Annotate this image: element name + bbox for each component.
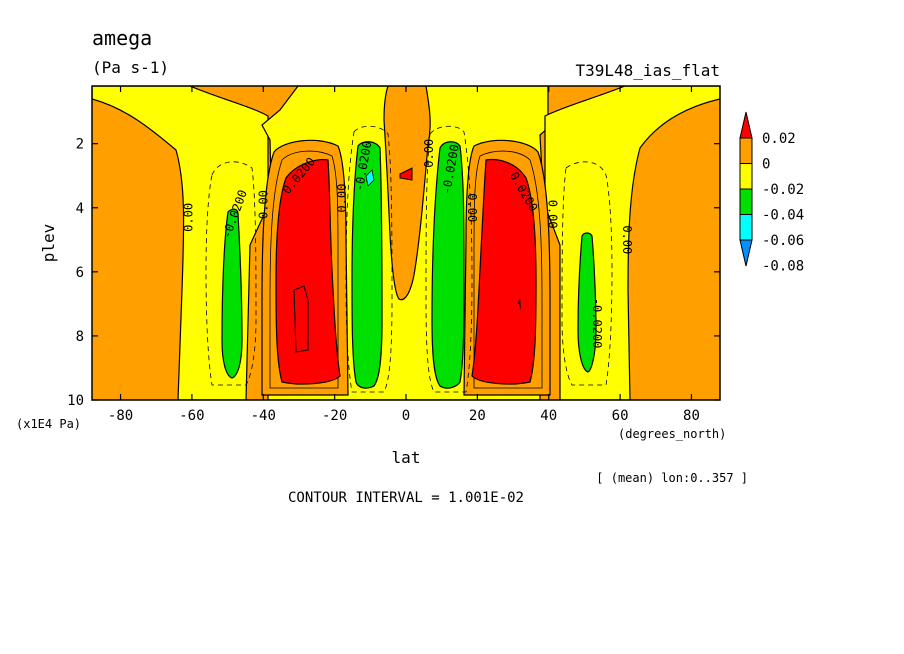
y-tick-label: 2 bbox=[76, 137, 84, 153]
colorbar-label: -0.02 bbox=[762, 182, 804, 198]
contour-label: 0.00 bbox=[545, 200, 559, 229]
cell-red-south bbox=[275, 159, 341, 385]
y-axis-title: plev bbox=[39, 224, 58, 263]
contour-label: 0.00 bbox=[465, 193, 479, 222]
y-tick-label: 4 bbox=[76, 201, 84, 217]
x-tick-label: 60 bbox=[612, 408, 629, 424]
y-tick-label: 8 bbox=[76, 329, 84, 345]
contour-label-text: 0.00 bbox=[181, 203, 195, 232]
equator-red-patch bbox=[399, 167, 413, 181]
contour-dash-far-north bbox=[561, 161, 613, 386]
x-axis-ticks: -80 -60 -40 -20 0 20 40 60 80 bbox=[108, 86, 700, 424]
contour-dash-far-south bbox=[205, 161, 257, 386]
inner-contour-south bbox=[293, 285, 309, 353]
x-tick-label: 40 bbox=[540, 408, 557, 424]
x-tick-label: 20 bbox=[469, 408, 486, 424]
x-tick-label: -80 bbox=[108, 408, 133, 424]
contour-label: 0.00 bbox=[181, 203, 195, 232]
cell-green-far-south bbox=[221, 208, 243, 379]
x-tick-label: 80 bbox=[683, 408, 700, 424]
y-axis-units: (x1E4 Pa) bbox=[16, 417, 81, 431]
contour-label: 0.00 bbox=[422, 139, 436, 168]
contour-label: 0.00 bbox=[256, 190, 270, 219]
contour-label: 0.00 bbox=[620, 225, 634, 254]
contour-dash-mid-south bbox=[345, 125, 393, 393]
colorbar-label: 0 bbox=[762, 157, 770, 173]
contour-label-text: 0.00 bbox=[256, 190, 270, 219]
y-tick-label: 10 bbox=[67, 393, 84, 409]
colorbar-swatch bbox=[739, 137, 753, 164]
colorbar-swatch bbox=[739, 163, 753, 190]
colorbar: 0.02 0 -0.02 -0.04 -0.06 -0.08 bbox=[739, 111, 804, 275]
contour-0.01-north bbox=[473, 150, 543, 389]
colorbar-top-arrow bbox=[739, 111, 753, 139]
contour-label-text: 0.00 bbox=[335, 184, 349, 213]
x-tick-label: -20 bbox=[322, 408, 347, 424]
run-label: T39L48_ias_flat bbox=[576, 61, 721, 80]
chart-title: amega bbox=[92, 26, 152, 50]
colorbar-label: -0.08 bbox=[762, 259, 804, 275]
cell-green-mid-north bbox=[431, 141, 465, 389]
chart-units: (Pa s-1) bbox=[92, 58, 169, 77]
contour-label-text: -0.0200 bbox=[590, 298, 604, 349]
colorbar-swatch bbox=[739, 214, 753, 241]
contour-interval: CONTOUR INTERVAL = 1.001E-02 bbox=[288, 490, 524, 506]
colorbar-bottom-arrow bbox=[739, 239, 753, 267]
cell-green-mid-south bbox=[351, 141, 383, 389]
contour-label-text: 0.00 bbox=[465, 193, 479, 222]
contour-label: 0.00 bbox=[335, 184, 349, 213]
colorbar-label: -0.04 bbox=[762, 208, 804, 224]
x-tick-label: -60 bbox=[179, 408, 204, 424]
x-axis-units: (degrees_north) bbox=[618, 427, 726, 441]
x-axis-title: lat bbox=[392, 448, 421, 467]
field-orange-equator bbox=[383, 86, 431, 301]
contour-0.01-south bbox=[269, 150, 339, 389]
colorbar-swatch bbox=[739, 188, 753, 215]
y-tick-label: 6 bbox=[76, 265, 84, 281]
contour-label: -0.0200 bbox=[590, 298, 604, 349]
cell-red-north bbox=[471, 158, 537, 385]
colorbar-label: 0.02 bbox=[762, 131, 796, 147]
contour-dash-mid-north bbox=[425, 125, 473, 393]
y-axis-ticks: 2 4 6 8 10 bbox=[67, 137, 720, 409]
averaging-note: [ (mean) lon:0..357 ] bbox=[596, 471, 748, 485]
red-speck-north bbox=[518, 298, 521, 310]
x-tick-label: 0 bbox=[402, 408, 410, 424]
cell-green-far-north bbox=[577, 232, 597, 373]
contour-label-text: 0.00 bbox=[422, 139, 436, 168]
x-tick-label: -40 bbox=[251, 408, 276, 424]
contour-label-text: 0.00 bbox=[545, 200, 559, 229]
colorbar-label: -0.06 bbox=[762, 233, 804, 249]
cyan-spot bbox=[365, 169, 375, 187]
contour-label-text: 0.00 bbox=[620, 225, 634, 254]
